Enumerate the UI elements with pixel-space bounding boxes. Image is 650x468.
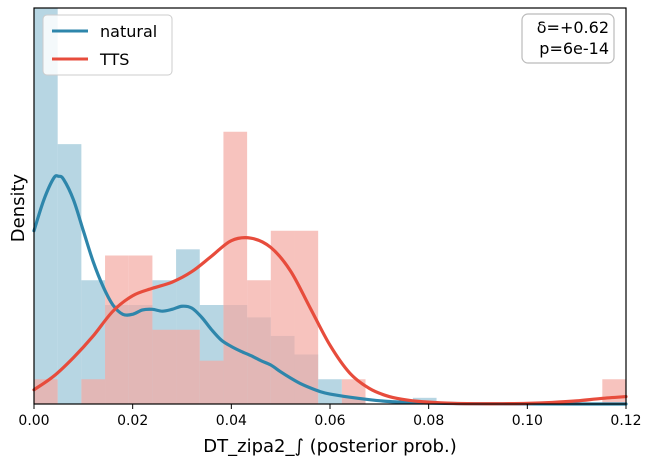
x-tick-label: 0.08 [413,413,444,429]
x-axis-label: DT_zipa2_∫ (posterior prob.) [203,436,456,457]
natural-bar-1 [57,144,82,404]
annotation-pvalue: p=6e-14 [539,39,609,58]
legend-label-natural: natural [100,22,157,41]
tts-bar-6 [176,329,200,404]
tts-bar-3 [105,255,129,404]
natural-bar-12 [318,379,342,404]
x-tick-label: 0.06 [314,413,345,429]
x-tick-label: 0.00 [18,413,49,429]
natural-bar-0 [34,8,58,404]
stats-annotation: δ=+0.62 p=6e-14 [521,13,615,64]
annotation-delta: δ=+0.62 [537,18,609,37]
tts-bar-24 [602,379,626,404]
annotation-box [521,13,615,64]
x-tick-label: 0.10 [512,413,543,429]
x-tick-label: 0.12 [610,413,641,429]
tts-bar-10 [270,230,295,404]
x-axis-ticks: 0.00 0.02 0.04 0.06 0.08 0.10 0.12 [18,404,642,429]
tts-bar-7 [199,360,224,404]
legend: natural TTS [42,14,173,76]
natural-kde-line [32,174,628,406]
legend-label-tts: TTS [99,50,129,69]
tts-bar-8 [223,131,248,404]
tts-bar-2 [81,379,106,404]
y-axis-label: Density [8,173,29,242]
tts-bar-9 [247,280,271,404]
tts-bar-4 [128,255,153,404]
tts-bar-11 [294,230,319,404]
x-tick-label: 0.04 [216,413,247,429]
x-tick-label: 0.02 [117,413,148,429]
natural-bar-2 [81,280,106,404]
tts-bar-5 [152,329,177,404]
